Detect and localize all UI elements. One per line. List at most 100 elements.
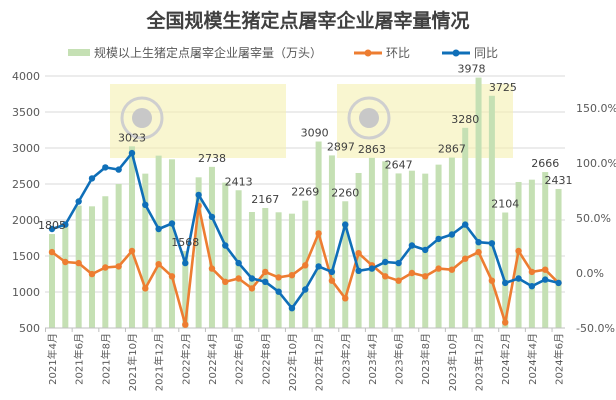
bar (342, 201, 349, 328)
point-mom (302, 262, 309, 269)
point-yoy (328, 268, 336, 276)
data-label: 2863 (358, 143, 386, 156)
bar (88, 206, 95, 328)
point-mom (382, 273, 389, 280)
x-axis-tick: 2024年4月 (526, 333, 539, 385)
point-mom (168, 273, 176, 280)
bar (128, 146, 135, 328)
point-yoy (75, 198, 82, 205)
point-yoy (488, 240, 496, 247)
x-axis-tick: 2021年8月 (99, 333, 112, 385)
point-yoy (355, 267, 362, 274)
point-mom (222, 278, 229, 285)
data-label: 2413 (225, 175, 253, 188)
point-yoy (155, 225, 162, 233)
point-mom (128, 247, 136, 255)
watermark (337, 84, 513, 158)
data-label: 2269 (291, 186, 319, 199)
point-mom (408, 269, 416, 277)
point-mom (528, 268, 536, 276)
bar (382, 161, 389, 328)
watermark-logo-icon (120, 96, 164, 140)
point-yoy (502, 279, 509, 287)
point-mom (102, 264, 109, 271)
point-mom (542, 266, 549, 273)
point-yoy (368, 265, 376, 272)
point-mom (88, 270, 96, 278)
left-axis-tick: 4000 (12, 70, 40, 83)
point-yoy (115, 166, 122, 173)
data-label: 3090 (301, 127, 329, 140)
bar (75, 205, 82, 328)
legend-swatch-blue-line (442, 49, 471, 56)
bar (475, 77, 482, 328)
point-mom (62, 258, 69, 266)
right-axis-tick: 100.0% (576, 157, 616, 170)
bar (502, 212, 509, 328)
legend-label: 规模以上生猪定点屠宰企业屠宰量（万头） (94, 46, 323, 60)
data-label: 2897 (327, 140, 355, 153)
x-axis-tick: 2023年6月 (393, 333, 406, 385)
x-axis-tick: 2023年12月 (473, 333, 486, 391)
bar (488, 95, 495, 328)
bar (288, 213, 295, 328)
bar (275, 212, 282, 328)
point-yoy (208, 213, 216, 221)
bar (102, 196, 109, 328)
data-label: 2867 (438, 143, 466, 156)
point-yoy (182, 259, 189, 267)
x-axis-tick: 2022年12月 (313, 333, 326, 391)
point-mom (262, 268, 269, 276)
bar (368, 157, 375, 328)
point-mom (182, 321, 189, 328)
point-yoy (48, 225, 56, 233)
right-axis-tick: 150.0% (576, 102, 616, 115)
left-axis-tick: 3000 (12, 142, 40, 155)
point-yoy (128, 149, 136, 157)
point-mom (515, 247, 522, 255)
point-yoy (248, 275, 256, 282)
point-mom (502, 319, 509, 326)
point-mom (75, 259, 82, 267)
x-axis-tick: 2021年10月 (126, 333, 139, 391)
bar (115, 184, 122, 328)
point-mom (462, 255, 469, 262)
bar (62, 225, 69, 328)
data-label: 1568 (171, 236, 199, 249)
x-axis-tick: 2024年2月 (499, 333, 512, 385)
point-mom (248, 285, 256, 292)
point-yoy (462, 221, 469, 228)
point-yoy (382, 258, 389, 266)
chart-title: 全国规模生猪定点屠宰企业屠宰量情况 (146, 10, 470, 32)
point-yoy (422, 246, 429, 254)
left-axis-tick: 3500 (12, 106, 40, 119)
bar (262, 207, 269, 328)
legend: 规模以上生猪定点屠宰企业屠宰量（万头） 环比 同比 (68, 44, 498, 61)
bar (235, 190, 242, 328)
point-mom (235, 275, 242, 282)
point-mom (435, 265, 442, 272)
point-mom (48, 248, 56, 256)
point-mom (422, 273, 429, 280)
bar (395, 173, 402, 328)
point-yoy (275, 288, 282, 295)
data-label: 2431 (545, 174, 573, 187)
point-mom (288, 272, 296, 279)
legend-item-yoy: 同比 (442, 44, 498, 61)
watermark (110, 84, 286, 158)
left-axis-tick: 1000 (12, 286, 40, 299)
point-yoy (88, 175, 96, 182)
bar (542, 172, 549, 328)
point-mom (342, 295, 349, 302)
data-label: 2666 (531, 157, 559, 170)
bar (528, 179, 535, 328)
data-label: 3280 (451, 113, 479, 126)
point-yoy (342, 221, 349, 228)
bar (328, 155, 335, 328)
x-axis-tick: 2022年10月 (286, 333, 299, 391)
point-yoy (475, 239, 482, 246)
bar (142, 173, 149, 328)
watermark-logo-icon (132, 108, 152, 128)
x-axis-tick: 2022年4月 (206, 333, 219, 385)
point-mom (395, 277, 402, 284)
